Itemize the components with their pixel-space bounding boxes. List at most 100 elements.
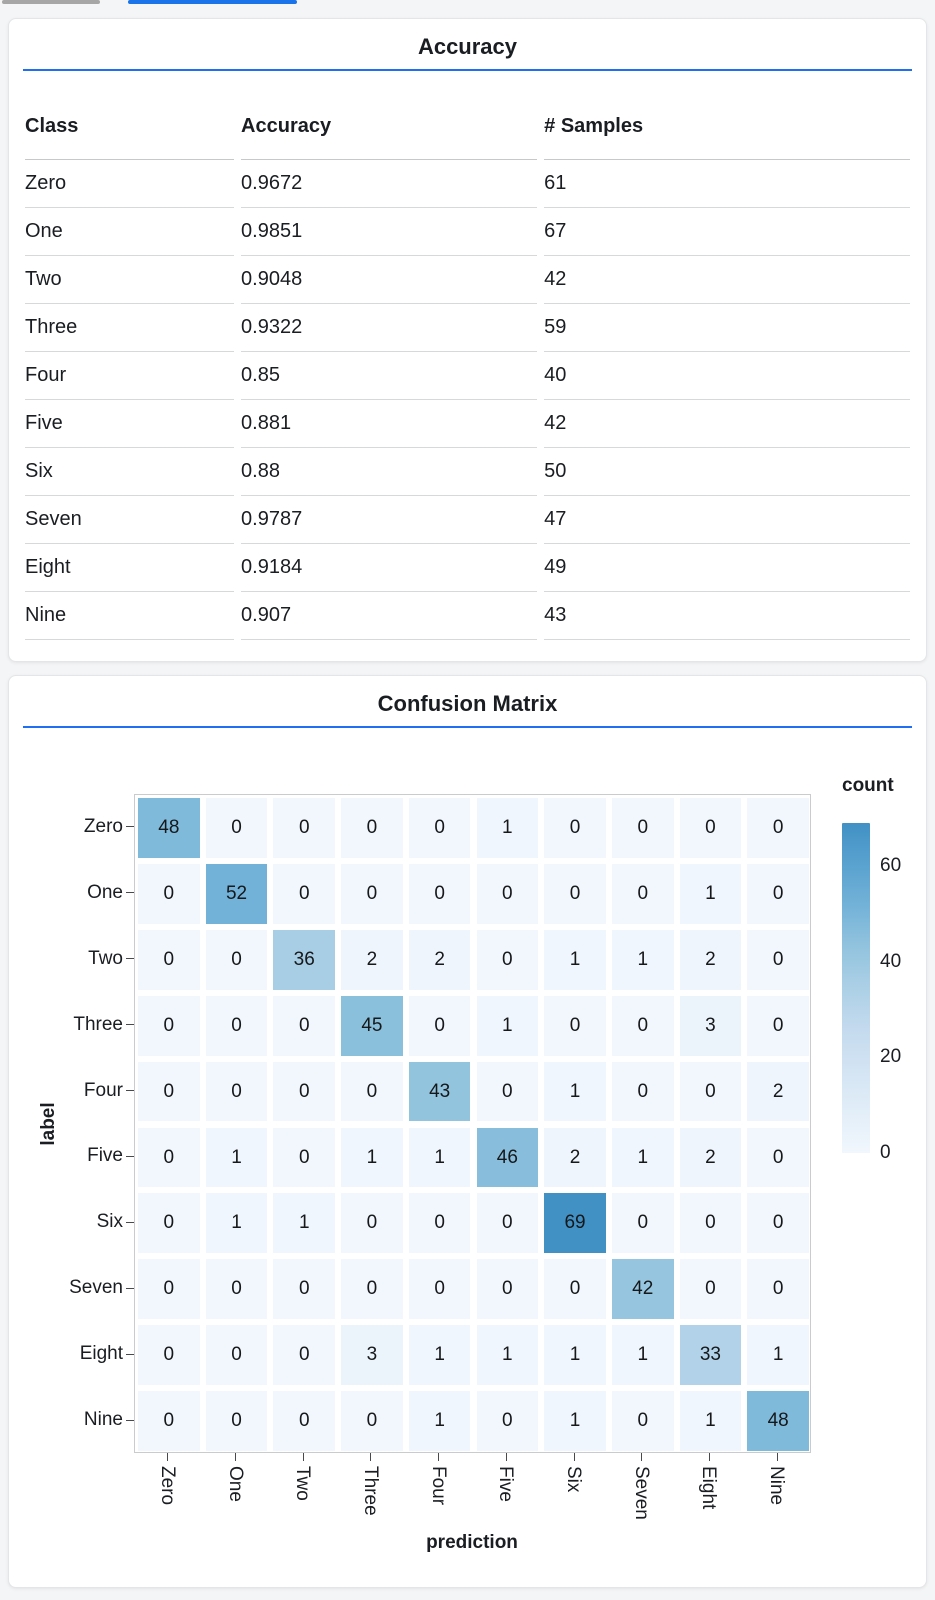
heatmap-cell[interactable]: 0	[341, 1193, 403, 1254]
heatmap-cell[interactable]: 3	[341, 1325, 403, 1386]
heatmap-cell[interactable]: 0	[611, 1391, 674, 1451]
heatmap-cell[interactable]: 0	[273, 1391, 336, 1451]
heatmap-cell[interactable]: 2	[544, 1127, 606, 1188]
heatmap-cell[interactable]: 0	[138, 1325, 200, 1386]
heatmap-cell[interactable]: 42	[611, 1259, 674, 1320]
heatmap-cell[interactable]: 0	[341, 863, 403, 924]
heatmap-cell[interactable]: 45	[341, 995, 403, 1056]
heatmap-cell[interactable]: 0	[544, 1259, 606, 1320]
heatmap-cell[interactable]: 0	[408, 1259, 471, 1320]
heatmap-cell[interactable]: 0	[273, 1127, 336, 1188]
heatmap-cell[interactable]: 0	[408, 798, 471, 858]
heatmap-cell[interactable]: 0	[611, 995, 674, 1056]
heatmap-cell[interactable]: 0	[611, 1193, 674, 1254]
heatmap-cell[interactable]: 0	[747, 1127, 809, 1188]
heatmap-cell[interactable]: 2	[747, 1061, 809, 1122]
heatmap-cell[interactable]: 0	[611, 1061, 674, 1122]
heatmap-cell[interactable]: 0	[747, 863, 809, 924]
heatmap-cell[interactable]: 0	[341, 1259, 403, 1320]
heatmap-cell[interactable]: 0	[476, 1259, 539, 1320]
heatmap-cell[interactable]: 0	[544, 798, 606, 858]
heatmap-cell[interactable]: 0	[408, 863, 471, 924]
heatmap-cell[interactable]: 48	[138, 798, 200, 858]
heatmap-cell[interactable]: 0	[138, 1127, 200, 1188]
heatmap-cell[interactable]: 0	[747, 1259, 809, 1320]
heatmap-cell[interactable]: 1	[544, 1391, 606, 1451]
heatmap-cell[interactable]: 1	[679, 1391, 742, 1451]
heatmap-cell[interactable]: 0	[138, 995, 200, 1056]
heatmap-cell[interactable]: 0	[273, 995, 336, 1056]
heatmap-cell[interactable]: 2	[341, 929, 403, 990]
heatmap-cell[interactable]: 1	[205, 1193, 268, 1254]
heatmap-cell[interactable]: 2	[408, 929, 471, 990]
heatmap-cell[interactable]: 1	[476, 1325, 539, 1386]
heatmap-cell[interactable]: 0	[747, 929, 809, 990]
heatmap-cell[interactable]: 1	[476, 995, 539, 1056]
heatmap-cell[interactable]: 1	[408, 1325, 471, 1386]
tab-indicator-inactive[interactable]	[2, 0, 100, 4]
heatmap-cell[interactable]: 1	[747, 1325, 809, 1386]
heatmap-cell[interactable]: 0	[408, 995, 471, 1056]
heatmap-cell[interactable]: 0	[138, 863, 200, 924]
heatmap-cell[interactable]: 0	[341, 1061, 403, 1122]
heatmap-cell[interactable]: 1	[679, 863, 742, 924]
heatmap-cell[interactable]: 0	[341, 798, 403, 858]
heatmap-cell[interactable]: 0	[205, 929, 268, 990]
heatmap-cell[interactable]: 33	[679, 1325, 742, 1386]
heatmap-cell[interactable]: 52	[205, 863, 268, 924]
heatmap-cell[interactable]: 0	[205, 1325, 268, 1386]
heatmap-cell[interactable]: 2	[679, 929, 742, 990]
heatmap-cell[interactable]: 1	[544, 929, 606, 990]
heatmap-cell[interactable]: 0	[341, 1391, 403, 1451]
heatmap-cell[interactable]: 0	[544, 995, 606, 1056]
heatmap-cell[interactable]: 0	[476, 929, 539, 990]
heatmap-cell[interactable]: 0	[544, 863, 606, 924]
heatmap-cell[interactable]: 1	[273, 1193, 336, 1254]
heatmap-cell[interactable]: 0	[747, 995, 809, 1056]
heatmap-cell[interactable]: 1	[341, 1127, 403, 1188]
heatmap-cell[interactable]: 69	[544, 1193, 606, 1254]
heatmap-cell[interactable]: 43	[408, 1061, 471, 1122]
heatmap-cell[interactable]: 0	[273, 1325, 336, 1386]
heatmap-cell[interactable]: 0	[679, 1259, 742, 1320]
heatmap-cell[interactable]: 0	[476, 863, 539, 924]
heatmap-cell[interactable]: 1	[611, 929, 674, 990]
heatmap-cell[interactable]: 0	[205, 798, 268, 858]
heatmap-cell[interactable]: 0	[205, 1259, 268, 1320]
heatmap-cell[interactable]: 0	[611, 863, 674, 924]
heatmap-cell[interactable]: 0	[273, 798, 336, 858]
heatmap-cell[interactable]: 1	[611, 1127, 674, 1188]
heatmap-cell[interactable]: 0	[205, 1391, 268, 1451]
heatmap-cell[interactable]: 0	[138, 1193, 200, 1254]
heatmap-cell[interactable]: 0	[205, 1061, 268, 1122]
heatmap-cell[interactable]: 0	[747, 798, 809, 858]
heatmap-cell[interactable]: 2	[679, 1127, 742, 1188]
heatmap-cell[interactable]: 0	[138, 1061, 200, 1122]
heatmap-cell[interactable]: 0	[611, 798, 674, 858]
heatmap-cell[interactable]: 0	[476, 1061, 539, 1122]
heatmap-cell[interactable]: 1	[408, 1127, 471, 1188]
heatmap-cell[interactable]: 0	[138, 1259, 200, 1320]
heatmap-cell[interactable]: 0	[273, 863, 336, 924]
heatmap-cell[interactable]: 0	[408, 1193, 471, 1254]
heatmap-cell[interactable]: 1	[205, 1127, 268, 1188]
heatmap-cell[interactable]: 0	[679, 798, 742, 858]
heatmap-cell[interactable]: 0	[273, 1259, 336, 1320]
heatmap-cell[interactable]: 0	[476, 1391, 539, 1451]
heatmap-cell[interactable]: 0	[476, 1193, 539, 1254]
heatmap-cell[interactable]: 36	[273, 929, 336, 990]
heatmap-cell[interactable]: 0	[273, 1061, 336, 1122]
heatmap-cell[interactable]: 3	[679, 995, 742, 1056]
heatmap-cell[interactable]: 1	[476, 798, 539, 858]
heatmap-cell[interactable]: 0	[679, 1193, 742, 1254]
heatmap-cell[interactable]: 0	[138, 1391, 200, 1451]
heatmap-cell[interactable]: 1	[544, 1061, 606, 1122]
heatmap-cell[interactable]: 0	[679, 1061, 742, 1122]
heatmap-cell[interactable]: 0	[205, 995, 268, 1056]
heatmap-cell[interactable]: 0	[138, 929, 200, 990]
tab-indicator-active[interactable]	[128, 0, 297, 4]
heatmap-cell[interactable]: 1	[544, 1325, 606, 1386]
heatmap-cell[interactable]: 46	[476, 1127, 539, 1188]
heatmap-cell[interactable]: 48	[747, 1391, 809, 1451]
heatmap-cell[interactable]: 1	[408, 1391, 471, 1451]
